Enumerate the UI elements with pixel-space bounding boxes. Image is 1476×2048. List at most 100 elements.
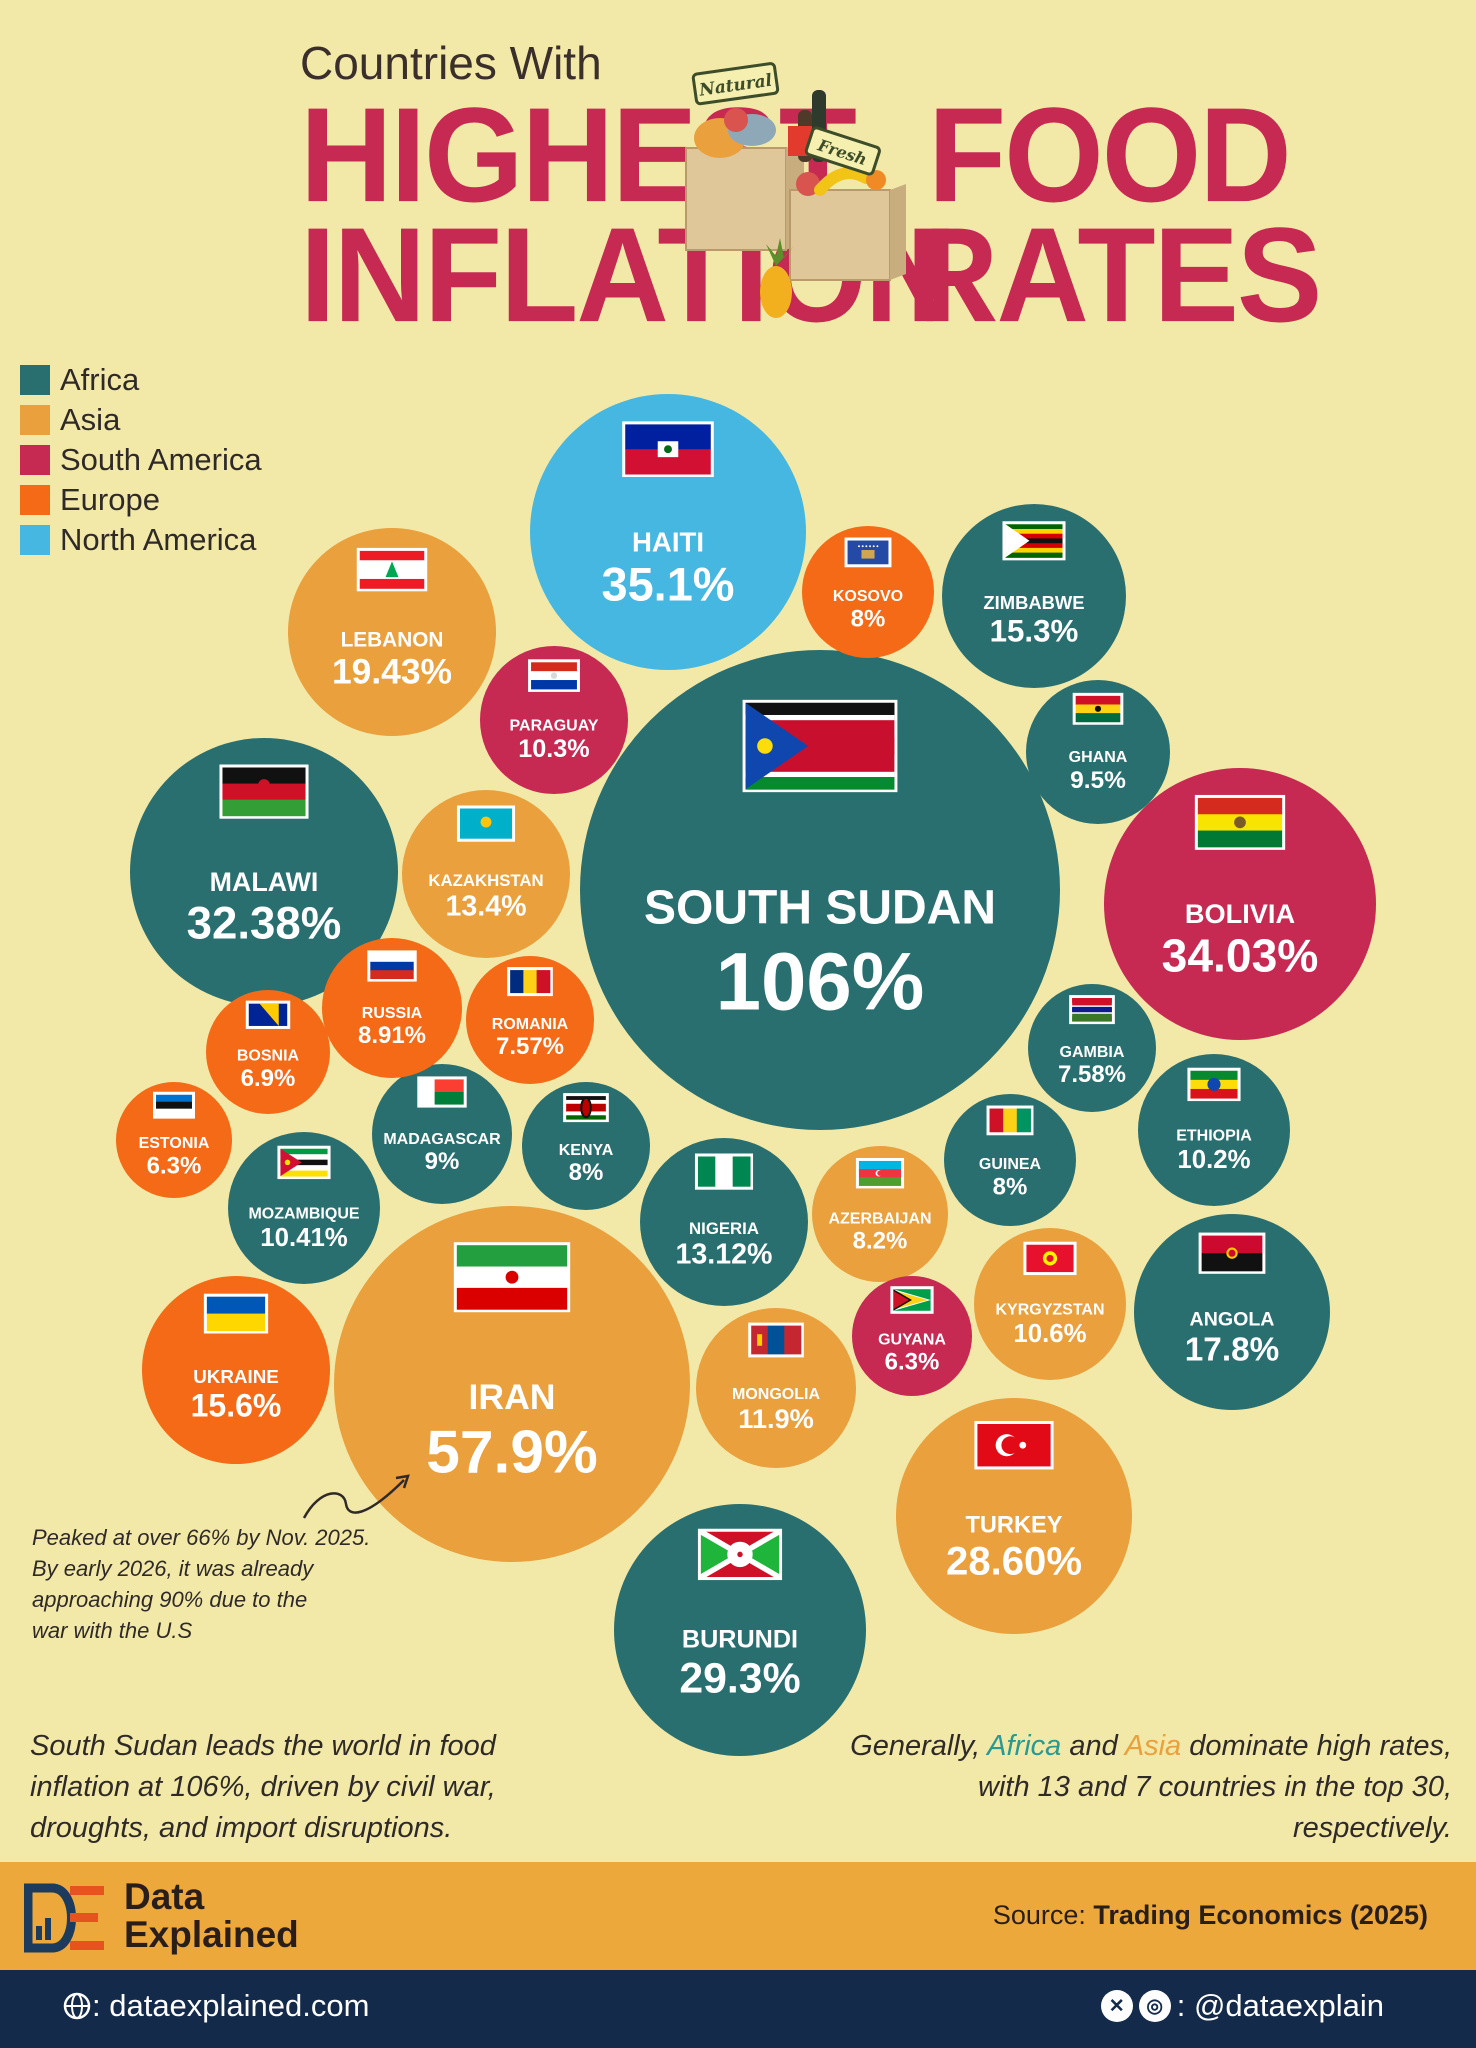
legend-swatch-south-america bbox=[20, 445, 50, 475]
website-text: : dataexplained.com bbox=[92, 1988, 370, 2023]
grocery-bags-illustration: Natural Fresh bbox=[685, 62, 906, 318]
brand-name-line1: Data bbox=[124, 1876, 205, 1917]
bubble-circle-azerbaijan bbox=[812, 1146, 948, 1282]
legend-label-africa: Africa bbox=[60, 362, 140, 397]
bubble-value-zimbabwe: 15.3% bbox=[990, 614, 1079, 649]
footer-right-text-3: dominate high rates, with 13 and 7 count… bbox=[978, 1730, 1452, 1844]
footer-right-note: Generally, Africa and Asia dominate high… bbox=[812, 1726, 1452, 1849]
bubble-circle-paraguay bbox=[480, 646, 628, 794]
bubble-circle-kazakhstan bbox=[402, 790, 570, 958]
flag-gambia-icon bbox=[1069, 995, 1115, 1025]
bubble-label-zimbabwe: ZIMBABWE bbox=[983, 592, 1084, 613]
bubble-circle-estonia bbox=[116, 1082, 232, 1198]
flag-guyana-icon bbox=[890, 1286, 934, 1314]
flag-burundi-icon bbox=[697, 1528, 783, 1581]
flag-romania-icon bbox=[507, 967, 553, 997]
legend-swatch-africa bbox=[20, 365, 50, 395]
bubble-label-bosnia: BOSNIA bbox=[237, 1048, 300, 1065]
bubble-circle-mozambique bbox=[228, 1132, 380, 1284]
brand-band: Data Explained Source: Trading Economics… bbox=[0, 1862, 1476, 1970]
flag-angola-icon bbox=[1198, 1232, 1266, 1274]
source-value: Trading Economics (2025) bbox=[1093, 1900, 1428, 1930]
flag-south-sudan-icon bbox=[742, 699, 898, 793]
annotation-line-3: approaching 90% due to the bbox=[32, 1587, 308, 1612]
bubble-label-angola: ANGOLA bbox=[1190, 1309, 1275, 1331]
bubble-value-russia: 8.91% bbox=[358, 1022, 426, 1049]
legend: Africa Asia South America Europe North A… bbox=[20, 360, 262, 560]
website-link[interactable]: : dataexplained.com bbox=[62, 1988, 369, 2024]
bubble-value-kyrgyzstan: 10.6% bbox=[1013, 1320, 1086, 1348]
flag-iran-icon bbox=[453, 1242, 571, 1313]
brand-name: Data Explained bbox=[124, 1878, 299, 1954]
flag-ukraine-icon bbox=[203, 1293, 269, 1334]
flag-bolivia-icon bbox=[1194, 794, 1286, 850]
bubble-label-burundi: BURUNDI bbox=[682, 1626, 798, 1654]
annotation-arrow bbox=[302, 1474, 410, 1519]
flag-kosovo-icon bbox=[844, 537, 892, 568]
bubble-value-ethiopia: 10.2% bbox=[1177, 1146, 1250, 1174]
bubble-value-turkey: 28.60% bbox=[946, 1540, 1082, 1584]
bubble-value-nigeria: 13.12% bbox=[676, 1239, 773, 1271]
bubble-label-south-sudan: SOUTH SUDAN bbox=[644, 882, 996, 935]
bubble-value-malawi: 32.38% bbox=[187, 898, 342, 949]
flag-mongolia-icon bbox=[748, 1322, 804, 1358]
flag-guinea-icon bbox=[986, 1105, 1034, 1136]
bottom-bar: : dataexplained.com ✕ ◎ : @dataexplain bbox=[0, 1970, 1476, 2048]
bubble-circle-guinea bbox=[944, 1094, 1076, 1226]
social-text: : @dataexplain bbox=[1176, 1988, 1384, 2023]
footer-highlight-asia: Asia bbox=[1124, 1730, 1182, 1762]
bubble-value-mozambique: 10.41% bbox=[260, 1224, 348, 1252]
footer-highlight-africa: Africa bbox=[987, 1730, 1062, 1762]
bubble-circle-ghana bbox=[1026, 680, 1170, 824]
x-icon: ✕ bbox=[1100, 1990, 1133, 2022]
bubble-label-kosovo: KOSOVO bbox=[833, 588, 903, 605]
flag-zimbabwe-icon bbox=[1002, 521, 1066, 561]
footer-right-text-2: and bbox=[1061, 1730, 1125, 1762]
bubble-circle-ethiopia bbox=[1138, 1054, 1290, 1206]
social-handle[interactable]: ✕ ◎ : @dataexplain bbox=[1100, 1988, 1384, 2024]
bubble-label-iran: IRAN bbox=[469, 1377, 556, 1417]
legend-swatch-europe bbox=[20, 485, 50, 515]
iran-annotation: Peaked at over 66% by Nov. 2025. By earl… bbox=[32, 1522, 422, 1646]
bubble-value-mongolia: 11.9% bbox=[738, 1403, 814, 1434]
bubble-label-nigeria: NIGERIA bbox=[689, 1219, 759, 1238]
bubble-value-madagascar: 9% bbox=[425, 1148, 460, 1175]
bubble-label-bolivia: BOLIVIA bbox=[1185, 898, 1295, 929]
legend-label-europe: Europe bbox=[60, 482, 160, 517]
flag-azerbaijan-icon bbox=[855, 1157, 905, 1189]
bubble-circle-malawi bbox=[130, 738, 398, 1006]
bubble-circle-haiti bbox=[530, 394, 806, 670]
legend-item-africa: Africa bbox=[20, 360, 262, 400]
bubble-value-angola: 17.8% bbox=[1185, 1332, 1279, 1369]
bubble-label-haiti: HAITI bbox=[632, 526, 704, 557]
flag-madagascar-icon bbox=[417, 1076, 467, 1108]
bubble-circle-guyana bbox=[852, 1276, 972, 1396]
flag-kyrgyzstan-icon bbox=[1023, 1241, 1077, 1276]
flag-bosnia-icon bbox=[245, 1000, 291, 1029]
legend-item-south-america: South America bbox=[20, 440, 262, 480]
flag-kazakhstan-icon bbox=[456, 805, 516, 842]
title-subheading: Countries With bbox=[300, 37, 602, 89]
bubble-label-turkey: TURKEY bbox=[965, 1513, 1062, 1539]
bubble-circle-kyrgyzstan bbox=[974, 1228, 1126, 1380]
flag-lebanon-icon bbox=[356, 547, 428, 592]
flag-malawi-icon bbox=[219, 764, 309, 819]
